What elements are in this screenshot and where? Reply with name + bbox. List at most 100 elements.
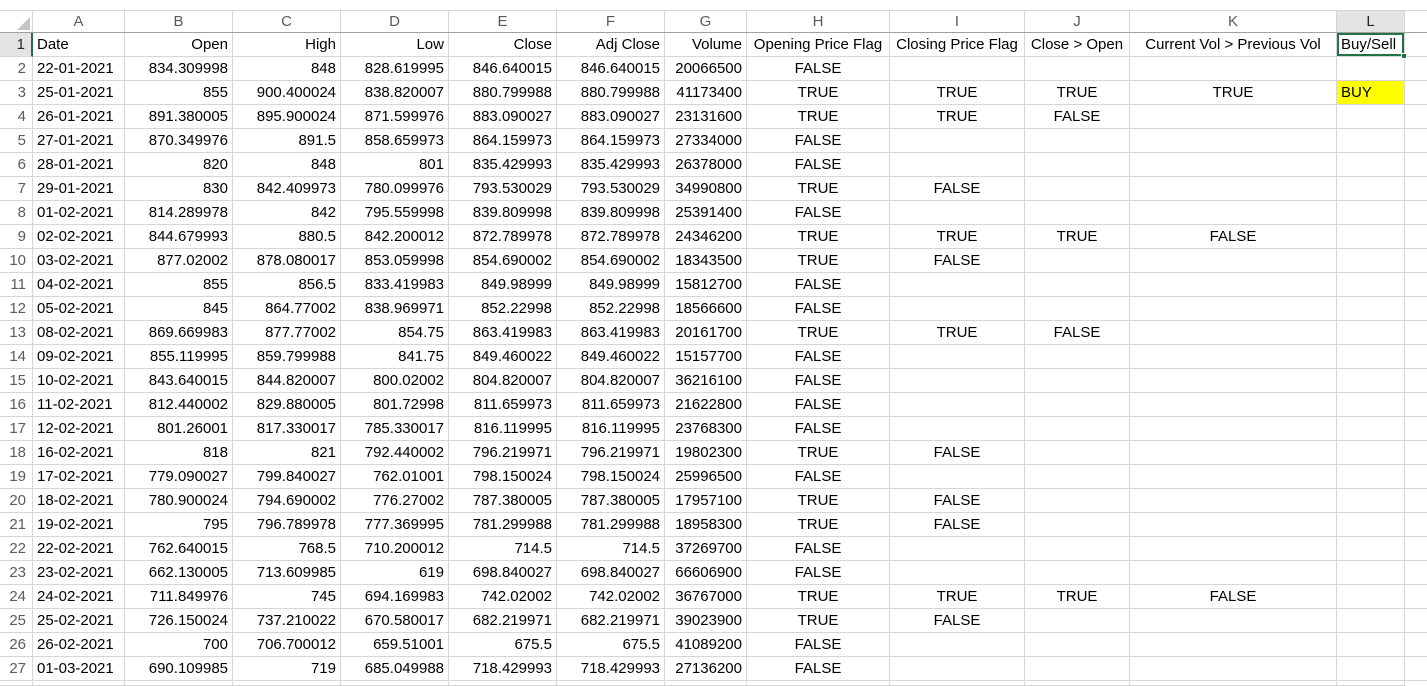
cell-D9[interactable]: 842.200012 <box>341 225 449 249</box>
cell-G24[interactable]: 36767000 <box>665 585 747 609</box>
cell-H4[interactable]: TRUE <box>747 105 890 129</box>
cell-F8[interactable]: 839.809998 <box>557 201 665 225</box>
column-header-C[interactable]: C <box>233 11 341 32</box>
cell-L7[interactable] <box>1337 177 1405 201</box>
cell-D24[interactable]: 694.169983 <box>341 585 449 609</box>
cell-G15[interactable]: 36216100 <box>665 369 747 393</box>
row-header-27[interactable]: 27 <box>0 657 33 681</box>
cell-J17[interactable] <box>1025 417 1130 441</box>
cell-J3[interactable]: TRUE <box>1025 81 1130 105</box>
cell-H9[interactable]: TRUE <box>747 225 890 249</box>
row-header-16[interactable]: 16 <box>0 393 33 417</box>
cell-B21[interactable]: 795 <box>125 513 233 537</box>
cell-F10[interactable]: 854.690002 <box>557 249 665 273</box>
cell-C11[interactable]: 856.5 <box>233 273 341 297</box>
cell-B15[interactable]: 843.640015 <box>125 369 233 393</box>
cell-E14[interactable]: 849.460022 <box>449 345 557 369</box>
cell-A27[interactable]: 01-03-2021 <box>33 657 125 681</box>
cell-D26[interactable]: 659.51001 <box>341 633 449 657</box>
row-header-22[interactable]: 22 <box>0 537 33 561</box>
cell-K27[interactable] <box>1130 657 1337 681</box>
cell-L20[interactable] <box>1337 489 1405 513</box>
cell-B13[interactable]: 869.669983 <box>125 321 233 345</box>
cell-G10[interactable]: 18343500 <box>665 249 747 273</box>
cell-I1[interactable]: Closing Price Flag <box>890 33 1025 57</box>
cell-partial-9[interactable] <box>1405 225 1427 249</box>
cell-B12[interactable]: 845 <box>125 297 233 321</box>
cell-L18[interactable] <box>1337 441 1405 465</box>
cell-L24[interactable] <box>1337 585 1405 609</box>
cell-I25[interactable]: FALSE <box>890 609 1025 633</box>
cell-partial[interactable] <box>1025 681 1130 686</box>
column-header-D[interactable]: D <box>341 11 449 32</box>
cell-D12[interactable]: 838.969971 <box>341 297 449 321</box>
row-header-3[interactable]: 3 <box>0 81 33 105</box>
cell-G25[interactable]: 39023900 <box>665 609 747 633</box>
fill-handle[interactable] <box>1401 53 1407 59</box>
cell-J14[interactable] <box>1025 345 1130 369</box>
cell-D16[interactable]: 801.72998 <box>341 393 449 417</box>
cell-H16[interactable]: FALSE <box>747 393 890 417</box>
cell-D15[interactable]: 800.02002 <box>341 369 449 393</box>
cell-H21[interactable]: TRUE <box>747 513 890 537</box>
cell-C24[interactable]: 745 <box>233 585 341 609</box>
cell-F23[interactable]: 698.840027 <box>557 561 665 585</box>
cell-C23[interactable]: 713.609985 <box>233 561 341 585</box>
cell-I21[interactable]: FALSE <box>890 513 1025 537</box>
cell-D19[interactable]: 762.01001 <box>341 465 449 489</box>
cell-B5[interactable]: 870.349976 <box>125 129 233 153</box>
cell-partial-17[interactable] <box>1405 417 1427 441</box>
cell-J24[interactable]: TRUE <box>1025 585 1130 609</box>
cell-B7[interactable]: 830 <box>125 177 233 201</box>
row-header-23[interactable]: 23 <box>0 561 33 585</box>
cell-L4[interactable] <box>1337 105 1405 129</box>
cell-G27[interactable]: 27136200 <box>665 657 747 681</box>
cell-K1[interactable]: Current Vol > Previous Vol <box>1130 33 1337 57</box>
cell-J2[interactable] <box>1025 57 1130 81</box>
cell-partial-25[interactable] <box>1405 609 1427 633</box>
cell-F7[interactable]: 793.530029 <box>557 177 665 201</box>
cell-G4[interactable]: 23131600 <box>665 105 747 129</box>
cell-A20[interactable]: 18-02-2021 <box>33 489 125 513</box>
cell-K11[interactable] <box>1130 273 1337 297</box>
cell-I12[interactable] <box>890 297 1025 321</box>
cell-G26[interactable]: 41089200 <box>665 633 747 657</box>
cell-J1[interactable]: Close > Open <box>1025 33 1130 57</box>
cell-E26[interactable]: 675.5 <box>449 633 557 657</box>
cell-F19[interactable]: 798.150024 <box>557 465 665 489</box>
cell-F16[interactable]: 811.659973 <box>557 393 665 417</box>
cell-E18[interactable]: 796.219971 <box>449 441 557 465</box>
cell-L14[interactable] <box>1337 345 1405 369</box>
cell-partial[interactable] <box>1337 681 1405 686</box>
cell-G22[interactable]: 37269700 <box>665 537 747 561</box>
row-header-6[interactable]: 6 <box>0 153 33 177</box>
cell-partial-15[interactable] <box>1405 369 1427 393</box>
row-header-24[interactable]: 24 <box>0 585 33 609</box>
cell-partial-3[interactable] <box>1405 81 1427 105</box>
cell-F21[interactable]: 781.299988 <box>557 513 665 537</box>
cell-I8[interactable] <box>890 201 1025 225</box>
cell-A13[interactable]: 08-02-2021 <box>33 321 125 345</box>
cell-E9[interactable]: 872.789978 <box>449 225 557 249</box>
cell-B19[interactable]: 779.090027 <box>125 465 233 489</box>
cell-A24[interactable]: 24-02-2021 <box>33 585 125 609</box>
cell-L1[interactable]: Buy/Sell <box>1337 33 1407 59</box>
cell-E7[interactable]: 793.530029 <box>449 177 557 201</box>
cell-B18[interactable]: 818 <box>125 441 233 465</box>
cell-partial-27[interactable] <box>1405 657 1427 681</box>
cell-H1[interactable]: Opening Price Flag <box>747 33 890 57</box>
cell-D20[interactable]: 776.27002 <box>341 489 449 513</box>
cell-E4[interactable]: 883.090027 <box>449 105 557 129</box>
cell-H15[interactable]: FALSE <box>747 369 890 393</box>
cell-K5[interactable] <box>1130 129 1337 153</box>
cell-G12[interactable]: 18566600 <box>665 297 747 321</box>
cell-K10[interactable] <box>1130 249 1337 273</box>
cell-L23[interactable] <box>1337 561 1405 585</box>
cell-G6[interactable]: 26378000 <box>665 153 747 177</box>
cell-D18[interactable]: 792.440002 <box>341 441 449 465</box>
cell-E23[interactable]: 698.840027 <box>449 561 557 585</box>
cell-I23[interactable] <box>890 561 1025 585</box>
cell-J18[interactable] <box>1025 441 1130 465</box>
cell-K13[interactable] <box>1130 321 1337 345</box>
cell-I13[interactable]: TRUE <box>890 321 1025 345</box>
